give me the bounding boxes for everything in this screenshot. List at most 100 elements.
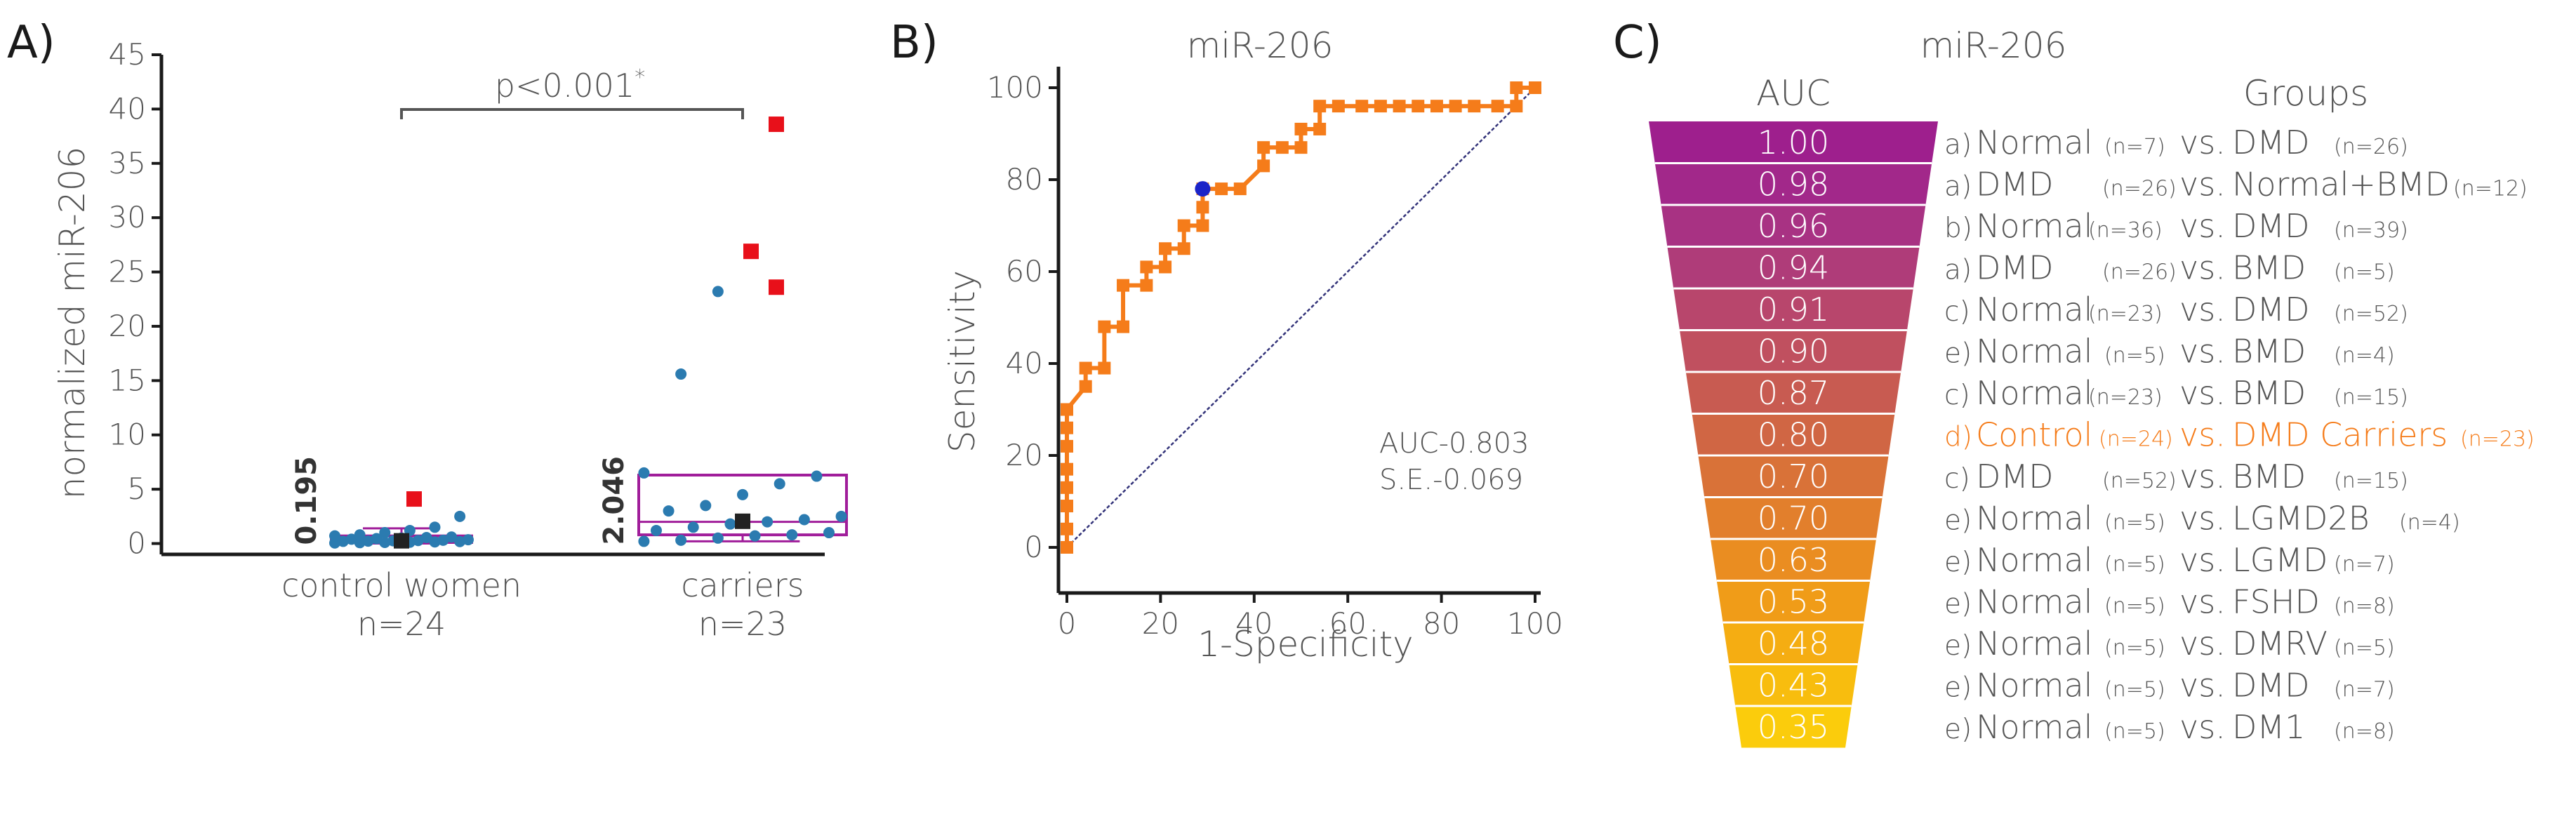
auc-value: 0.91 [1758, 291, 1829, 328]
group-letter: e) [1944, 547, 1972, 578]
outlier-point [743, 244, 759, 260]
group-2-n: (n=23) [2460, 427, 2535, 451]
roc-point [1468, 100, 1481, 113]
panel-b-label: B) [890, 17, 938, 69]
group-2-name: DMD [2232, 666, 2310, 704]
group-2-name: DMD [2232, 207, 2310, 245]
group-1-name: Normal [1976, 291, 2092, 328]
roc-point [1393, 100, 1406, 113]
auc-value-label: AUC-0.803 [1379, 427, 1529, 460]
group-2-name: DM1 [2232, 708, 2305, 746]
versus-label: vs. [2179, 124, 2226, 161]
auc-funnel-segment [1704, 497, 1883, 539]
significance-bracket-line [400, 108, 744, 119]
roc-point [1491, 100, 1504, 113]
group-letter: a) [1944, 129, 1972, 161]
versus-label: vs. [2179, 415, 2226, 453]
panel-b-y-axis-label: Sensitivity [942, 270, 983, 453]
group-name-label: carriers [681, 566, 804, 604]
data-point [724, 518, 736, 530]
auc-value: 0.70 [1758, 458, 1829, 495]
optimal-cutoff-point [1195, 181, 1211, 197]
group-1-name: Normal [1976, 625, 2092, 662]
standard-error-label: S.E.-0.069 [1379, 464, 1523, 496]
data-point [749, 530, 761, 542]
roc-point [1510, 81, 1523, 94]
versus-label: vs. [2179, 499, 2226, 537]
auc-funnel-segment [1722, 622, 1864, 665]
data-point [379, 536, 391, 548]
roc-point [1061, 500, 1073, 513]
group-letter: e) [1944, 672, 1972, 703]
auc-funnel-segment [1729, 664, 1858, 706]
x-tick-label: 20 [1142, 606, 1179, 641]
data-point [663, 505, 675, 517]
group-2-name: BMD [2232, 458, 2306, 495]
versus-label: vs. [2179, 708, 2226, 746]
auc-value: 0.43 [1758, 666, 1829, 704]
median-value-label: 0.195 [291, 456, 323, 545]
roc-point [1177, 219, 1190, 232]
auc-value: 0.94 [1758, 248, 1829, 286]
y-tick-label: 40 [1006, 346, 1043, 380]
group-1-n: (n=36) [2088, 218, 2163, 243]
data-point [675, 534, 687, 546]
roc-point [1313, 122, 1327, 135]
x-tick-label: 80 [1423, 606, 1460, 641]
group-1-name: DMD [1976, 248, 2054, 286]
roc-point [1257, 141, 1270, 154]
panel-a-label: A) [7, 17, 55, 69]
groups-column-header: Groups [2243, 73, 2368, 114]
roc-point [1098, 320, 1111, 333]
data-point [329, 530, 340, 542]
group-2-name: Normal+BMD [2232, 165, 2450, 203]
group-2-name: DMD Carriers [2232, 415, 2448, 453]
roc-point [1430, 100, 1443, 113]
auc-funnel-segment [1667, 246, 1920, 288]
auc-funnel-segment [1735, 706, 1852, 748]
auc-funnel-segment [1673, 288, 1913, 331]
group-1-n: (n=26) [2102, 176, 2177, 201]
data-point [446, 531, 458, 543]
roc-point [1196, 201, 1209, 214]
versus-label: vs. [2179, 541, 2226, 579]
group-2-name: BMD [2232, 374, 2306, 412]
group-1-name: DMD [1976, 458, 2054, 495]
outlier-point [769, 116, 784, 133]
data-point [379, 527, 391, 539]
group-2-name: DMD [2232, 291, 2310, 328]
group-2-name: LGMD2B [2232, 499, 2370, 537]
mean-marker [735, 513, 750, 529]
auc-value: 0.70 [1758, 499, 1829, 537]
data-point [454, 510, 466, 522]
y-tick-label: 20 [1006, 438, 1043, 472]
versus-label: vs. [2179, 374, 2226, 412]
x-tick-label: 60 [1329, 606, 1366, 641]
group-1-name: Normal [1976, 124, 2092, 161]
panel-c-label: C) [1613, 17, 1662, 69]
y-tick-label: 20 [109, 309, 146, 343]
y-tick-label: 30 [109, 200, 146, 234]
group-2-name: BMD [2232, 332, 2306, 370]
auc-funnel-rows: 1.00 a) Normal (n=7) vs. DMD (n=26)0.98 a) DMD (n… [1649, 121, 2535, 748]
roc-point [1449, 100, 1462, 113]
group-1-n: (n=5) [2104, 677, 2165, 702]
group-2-n: (n=4) [2399, 510, 2460, 535]
reference-diagonal-line [1066, 87, 1536, 548]
group-1-n: (n=7) [2104, 135, 2165, 159]
y-tick-label: 5 [127, 472, 146, 506]
auc-funnel-segment [1649, 121, 1938, 164]
roc-point [1061, 403, 1073, 416]
roc-point [1294, 141, 1308, 154]
data-point [429, 521, 441, 533]
roc-point [1529, 81, 1541, 94]
y-tick-label: 35 [109, 146, 146, 180]
auc-funnel-segment [1692, 413, 1895, 455]
roc-point [1140, 260, 1153, 274]
data-point [429, 536, 441, 548]
box-iqr [637, 474, 848, 537]
data-point [712, 532, 724, 544]
group-2-n: (n=5) [2334, 260, 2395, 284]
data-point [835, 510, 847, 522]
